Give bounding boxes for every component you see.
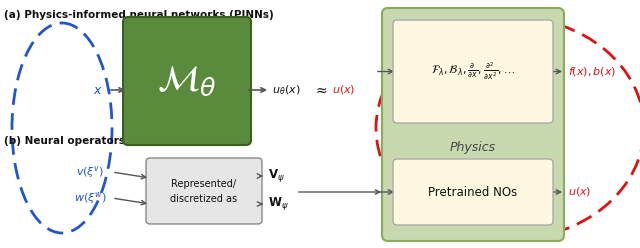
Text: $u_\theta(x)$: $u_\theta(x)$ bbox=[272, 83, 300, 97]
Text: Represented/: Represented/ bbox=[172, 179, 237, 189]
FancyBboxPatch shape bbox=[382, 8, 564, 241]
Text: $w(\xi^w)$: $w(\xi^w)$ bbox=[74, 190, 106, 206]
Text: (b) Neural operators (NOs): (b) Neural operators (NOs) bbox=[4, 136, 162, 146]
Text: $\approx$: $\approx$ bbox=[312, 83, 328, 97]
Text: Pretrained NOs: Pretrained NOs bbox=[428, 186, 518, 198]
Text: $u(x)$: $u(x)$ bbox=[332, 84, 355, 96]
Text: $u(x)$: $u(x)$ bbox=[568, 186, 591, 198]
Text: $\mathcal{F}_\lambda, \mathcal{B}_\lambda, \frac{\partial}{\partial x}, \frac{\p: $\mathcal{F}_\lambda, \mathcal{B}_\lambd… bbox=[431, 61, 515, 82]
FancyBboxPatch shape bbox=[123, 17, 251, 145]
Text: Physics: Physics bbox=[450, 142, 496, 155]
FancyBboxPatch shape bbox=[393, 159, 553, 225]
Text: $\mathcal{M}_\theta$: $\mathcal{M}_\theta$ bbox=[157, 64, 217, 98]
Text: $\mathbf{W}_\psi$: $\mathbf{W}_\psi$ bbox=[268, 195, 289, 213]
FancyBboxPatch shape bbox=[393, 20, 553, 123]
Text: $f(x), b(x)$: $f(x), b(x)$ bbox=[568, 65, 616, 78]
Text: $x$: $x$ bbox=[93, 84, 103, 96]
Text: (a) Physics-informed neural networks (PINNs): (a) Physics-informed neural networks (PI… bbox=[4, 10, 274, 20]
FancyBboxPatch shape bbox=[146, 158, 262, 224]
Text: $v(\xi^v)$: $v(\xi^v)$ bbox=[76, 164, 104, 180]
Text: $\mathbf{V}_\psi$: $\mathbf{V}_\psi$ bbox=[268, 167, 285, 185]
Text: discretized as: discretized as bbox=[170, 194, 237, 204]
